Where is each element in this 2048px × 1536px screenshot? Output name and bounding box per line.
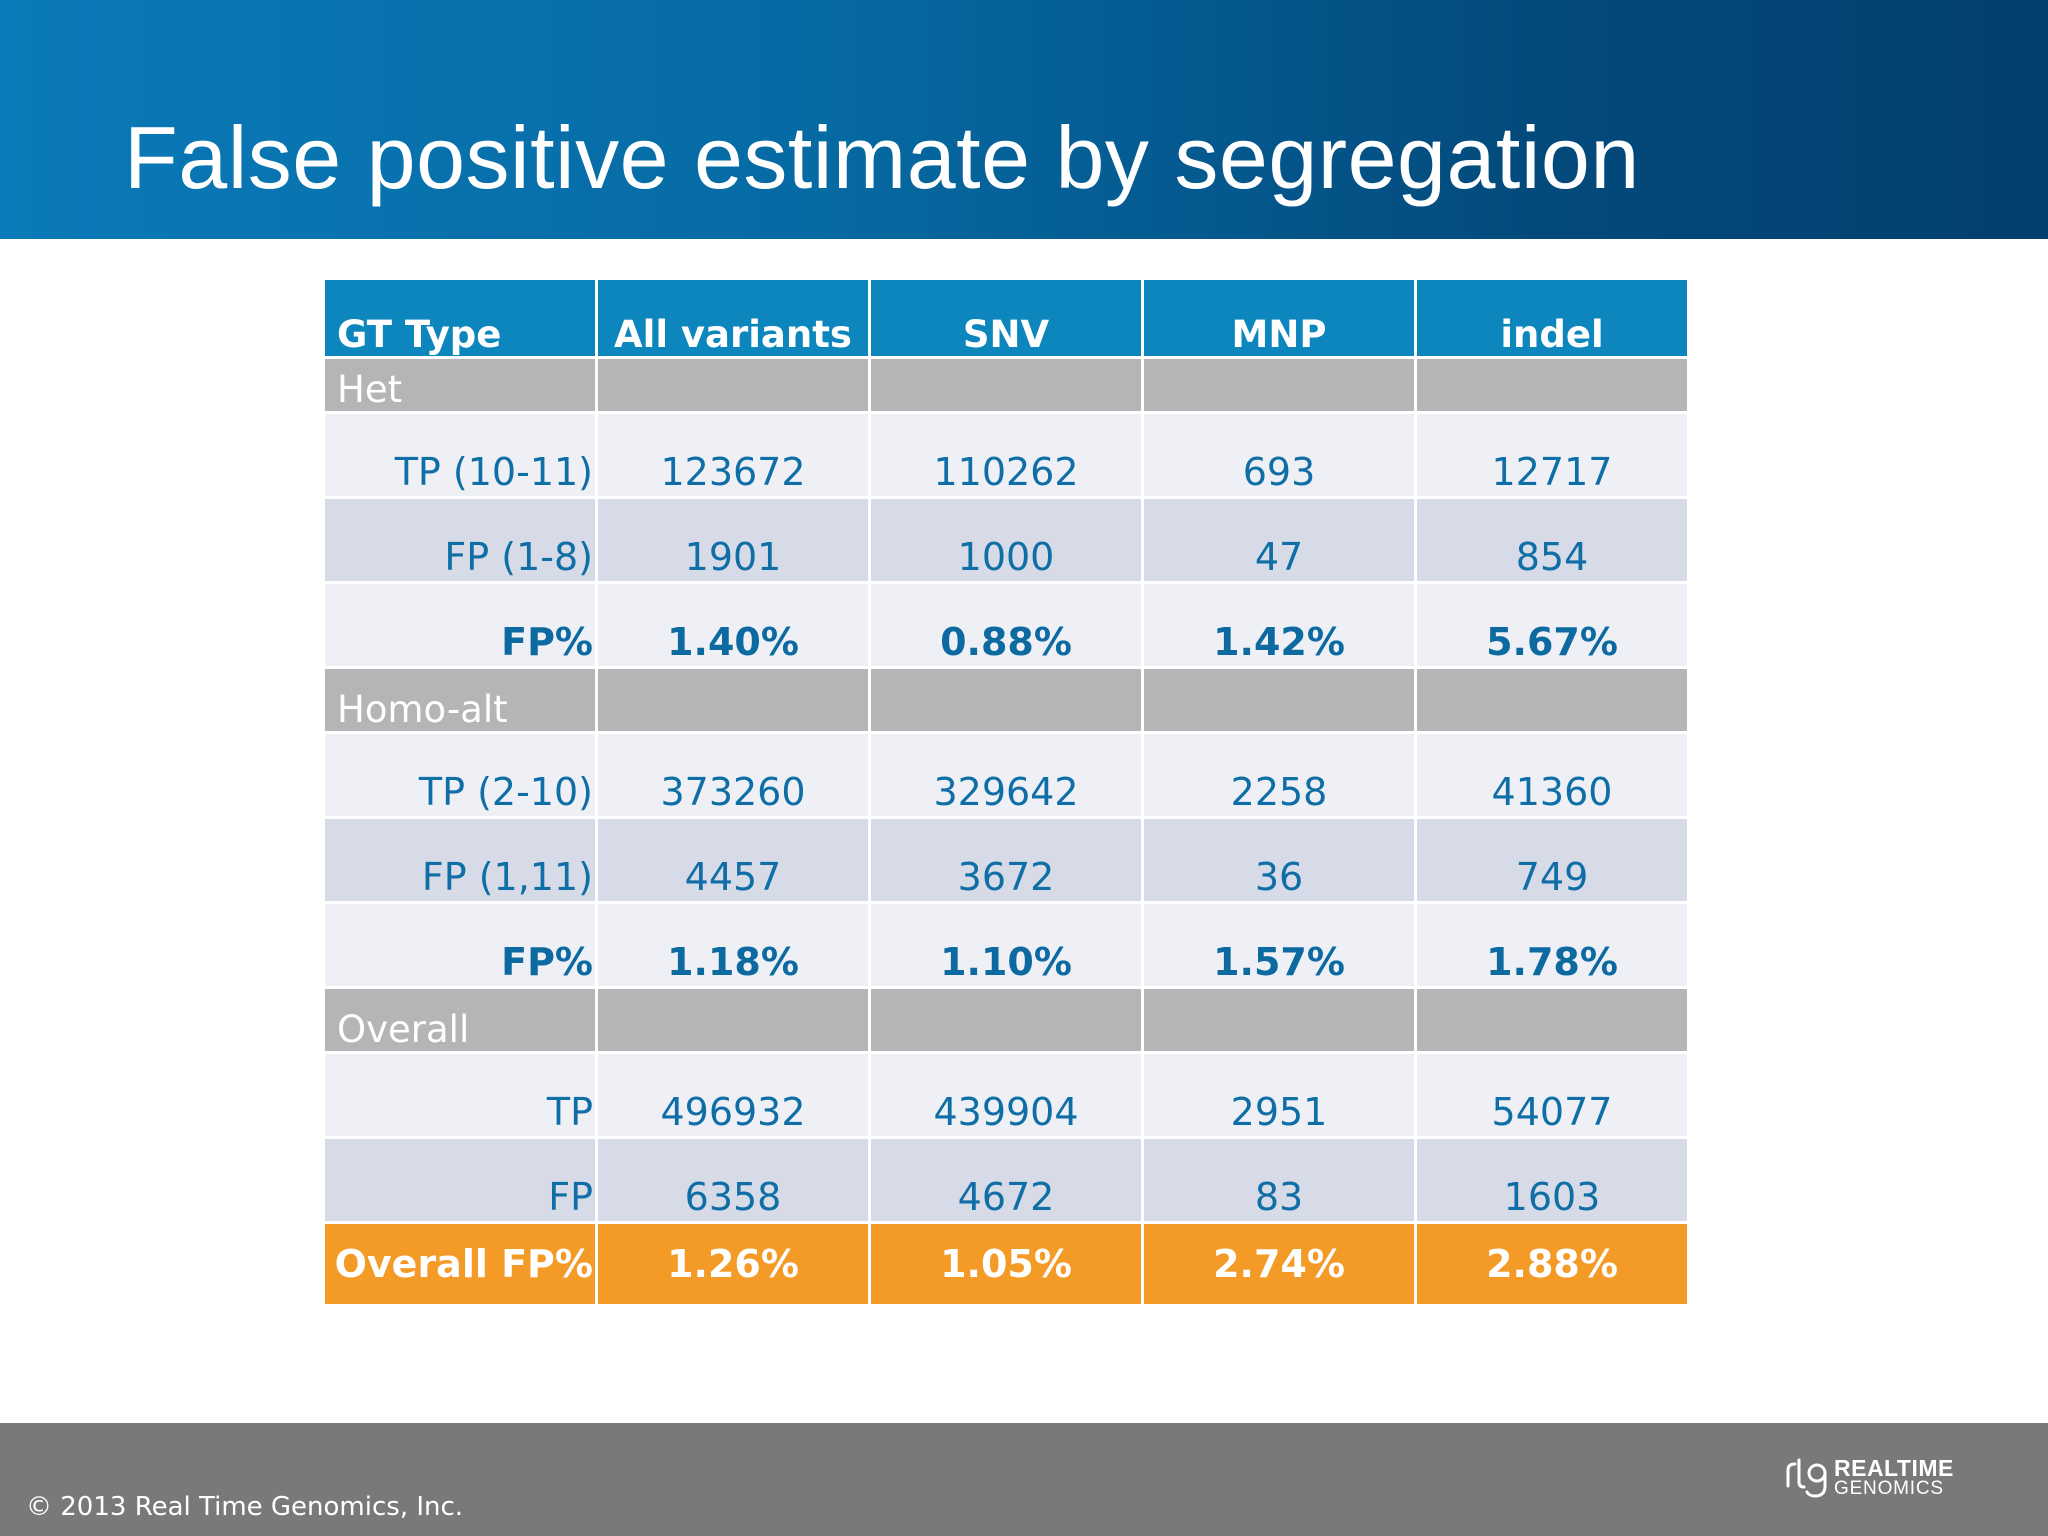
section-row-het: Het	[325, 359, 1687, 414]
cell-value: 123672	[598, 414, 868, 499]
cell-value: 2951	[1144, 1054, 1414, 1139]
logo-text-line2: GENOMICS	[1834, 1477, 1944, 1499]
row-label: FP (1-8)	[325, 499, 595, 584]
cell-value: 6358	[598, 1139, 868, 1224]
cell-value: 693	[1144, 414, 1414, 499]
section-cell	[871, 669, 1141, 734]
section-cell	[598, 359, 868, 414]
section-row-homo-alt: Homo-alt	[325, 669, 1687, 734]
header-all-variants: All variants	[598, 280, 868, 359]
section-cell	[871, 989, 1141, 1054]
cell-value: 1.57%	[1144, 904, 1414, 989]
header-mnp: MNP	[1144, 280, 1414, 359]
table-row: TP (2-10) 373260 329642 2258 41360	[325, 734, 1687, 819]
section-cell	[1144, 989, 1414, 1054]
results-table-container: GT Type All variants SNV MNP indel Het T…	[325, 280, 1690, 1304]
slide-title: False positive estimate by segregation	[124, 108, 1640, 207]
title-bar: False positive estimate by segregation	[0, 0, 2048, 239]
cell-value: 1901	[598, 499, 868, 584]
cell-value: 83	[1144, 1139, 1414, 1224]
cell-value: 1603	[1417, 1139, 1687, 1224]
section-cell	[1144, 359, 1414, 414]
cell-value: 110262	[871, 414, 1141, 499]
overall-fp-value: 2.74%	[1144, 1224, 1414, 1304]
overall-fp-label: Overall FP%	[325, 1224, 595, 1304]
table-row: TP 496932 439904 2951 54077	[325, 1054, 1687, 1139]
header-snv: SNV	[871, 280, 1141, 359]
section-cell	[871, 359, 1141, 414]
overall-fp-row: Overall FP% 1.26% 1.05% 2.74% 2.88%	[325, 1224, 1687, 1304]
cell-value: 2258	[1144, 734, 1414, 819]
cell-value: 439904	[871, 1054, 1141, 1139]
cell-value: 0.88%	[871, 584, 1141, 669]
section-label: Homo-alt	[325, 669, 595, 734]
section-cell	[598, 669, 868, 734]
row-label: FP%	[325, 584, 595, 669]
cell-value: 54077	[1417, 1054, 1687, 1139]
results-table: GT Type All variants SNV MNP indel Het T…	[322, 280, 1690, 1304]
table-row-fp-percent: FP% 1.18% 1.10% 1.57% 1.78%	[325, 904, 1687, 989]
cell-value: 749	[1417, 819, 1687, 904]
section-cell	[598, 989, 868, 1054]
table-row: TP (10-11) 123672 110262 693 12717	[325, 414, 1687, 499]
cell-value: 329642	[871, 734, 1141, 819]
table-header-row: GT Type All variants SNV MNP indel	[325, 280, 1687, 359]
cell-value: 5.67%	[1417, 584, 1687, 669]
overall-fp-value: 1.05%	[871, 1224, 1141, 1304]
cell-value: 41360	[1417, 734, 1687, 819]
header-indel: indel	[1417, 280, 1687, 359]
rtg-logo-icon	[1786, 1458, 1827, 1498]
section-label: Overall	[325, 989, 595, 1054]
cell-value: 36	[1144, 819, 1414, 904]
table-row-fp-percent: FP% 1.40% 0.88% 1.42% 5.67%	[325, 584, 1687, 669]
footer-bar	[0, 1423, 2048, 1536]
cell-value: 854	[1417, 499, 1687, 584]
cell-value: 4457	[598, 819, 868, 904]
row-label: FP	[325, 1139, 595, 1224]
cell-value: 496932	[598, 1054, 868, 1139]
row-label: TP (2-10)	[325, 734, 595, 819]
section-cell	[1417, 359, 1687, 414]
overall-fp-value: 1.26%	[598, 1224, 868, 1304]
cell-value: 4672	[871, 1139, 1141, 1224]
table-row: FP 6358 4672 83 1603	[325, 1139, 1687, 1224]
table-row: FP (1,11) 4457 3672 36 749	[325, 819, 1687, 904]
cell-value: 373260	[598, 734, 868, 819]
copyright-text: © 2013 Real Time Genomics, Inc.	[26, 1492, 464, 1522]
table-row: FP (1-8) 1901 1000 47 854	[325, 499, 1687, 584]
row-label: TP	[325, 1054, 595, 1139]
cell-value: 1000	[871, 499, 1141, 584]
cell-value: 1.10%	[871, 904, 1141, 989]
overall-fp-value: 2.88%	[1417, 1224, 1687, 1304]
section-cell	[1417, 989, 1687, 1054]
cell-value: 1.78%	[1417, 904, 1687, 989]
cell-value: 1.40%	[598, 584, 868, 669]
section-label: Het	[325, 359, 595, 414]
row-label: TP (10-11)	[325, 414, 595, 499]
section-cell	[1417, 669, 1687, 734]
section-row-overall: Overall	[325, 989, 1687, 1054]
cell-value: 1.42%	[1144, 584, 1414, 669]
cell-value: 1.18%	[598, 904, 868, 989]
cell-value: 12717	[1417, 414, 1687, 499]
logo-text-line1: REALTIME	[1834, 1455, 1954, 1482]
section-cell	[1144, 669, 1414, 734]
header-gt-type: GT Type	[325, 280, 595, 359]
cell-value: 3672	[871, 819, 1141, 904]
cell-value: 47	[1144, 499, 1414, 584]
row-label: FP (1,11)	[325, 819, 595, 904]
company-logo: REALTIME GENOMICS	[1784, 1456, 1954, 1500]
row-label: FP%	[325, 904, 595, 989]
